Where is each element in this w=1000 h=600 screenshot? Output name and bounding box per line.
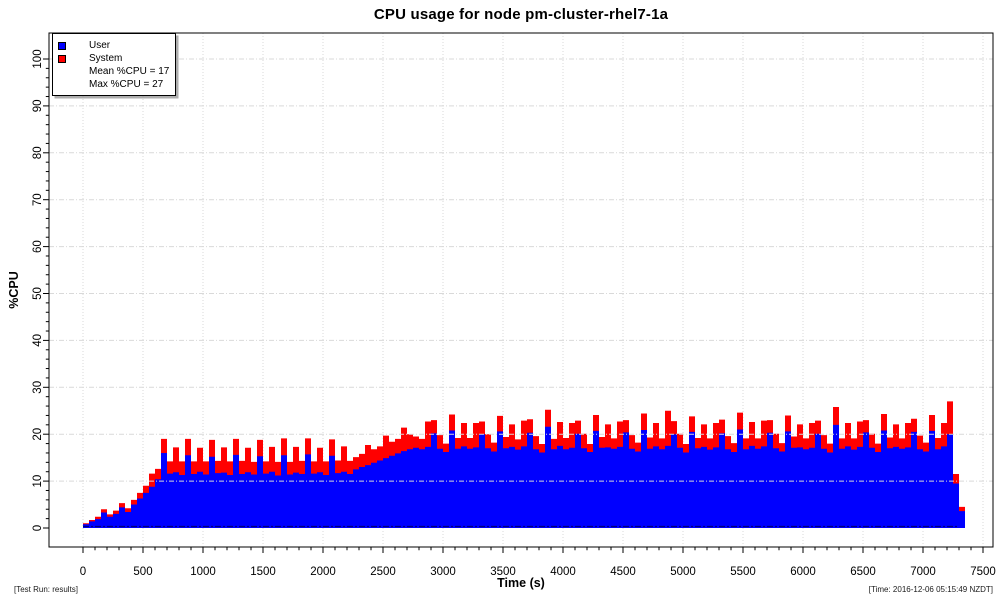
svg-text:4000: 4000: [550, 566, 576, 578]
horizontal-gridlines: [49, 58, 993, 482]
svg-text:2000: 2000: [310, 566, 336, 578]
system-swatch: [58, 54, 66, 63]
legend-system-label: System: [89, 53, 123, 64]
svg-text:100: 100: [32, 49, 44, 68]
x-axis-tick-labels: 0 500 1000 1500 2000 2500 3000 3500 4000 4500 5000…: [80, 566, 996, 578]
y-axis-tick-labels: 0 10 20 30 40 50 60 70 80 90 100: [32, 49, 44, 531]
y-axis-title: %CPU: [7, 271, 21, 309]
user-area: [83, 424, 965, 528]
svg-text:3000: 3000: [430, 566, 456, 578]
svg-text:5000: 5000: [670, 566, 696, 578]
user-swatch: [58, 41, 66, 50]
legend-user-label: User: [89, 40, 111, 51]
legend-max-label: Max %CPU = 27: [89, 79, 164, 90]
legend-row-mean: Mean %CPU = 17: [53, 65, 175, 78]
svg-text:2500: 2500: [370, 566, 396, 578]
svg-text:50: 50: [32, 287, 44, 300]
legend-mean-label: Mean %CPU = 17: [89, 66, 170, 77]
x-axis-title: Time (s): [497, 576, 545, 590]
legend-row-max: Max %CPU = 27: [53, 78, 175, 91]
y-axis-ticks: [43, 58, 49, 529]
svg-text:70: 70: [32, 193, 44, 206]
svg-text:1500: 1500: [250, 566, 276, 578]
svg-text:20: 20: [32, 428, 44, 441]
svg-text:30: 30: [32, 381, 44, 394]
svg-text:3500: 3500: [490, 566, 516, 578]
svg-text:10: 10: [32, 475, 44, 488]
svg-text:7000: 7000: [910, 566, 936, 578]
x-axis-ticks: [82, 547, 984, 553]
svg-text:7500: 7500: [970, 566, 996, 578]
svg-text:6000: 6000: [790, 566, 816, 578]
svg-text:60: 60: [32, 240, 44, 253]
chart-title: CPU usage for node pm-cluster-rhel7-1a: [373, 6, 669, 23]
svg-text:500: 500: [133, 566, 152, 578]
svg-text:40: 40: [32, 334, 44, 347]
svg-text:1000: 1000: [190, 566, 216, 578]
svg-text:90: 90: [32, 100, 44, 113]
timestamp-footer: [Time: 2016-12-06 05:15:49 NZDT]: [868, 585, 993, 594]
test-run-footer: [Test Run: results]: [14, 585, 79, 594]
svg-text:80: 80: [32, 146, 44, 159]
svg-text:0: 0: [80, 566, 86, 578]
svg-text:4500: 4500: [610, 566, 636, 578]
legend: User System Mean %CPU = 17 Max %CPU = 27: [52, 33, 176, 96]
legend-row-user: User: [53, 39, 175, 52]
svg-text:5500: 5500: [730, 566, 756, 578]
svg-text:6500: 6500: [850, 566, 876, 578]
svg-text:0: 0: [32, 525, 44, 531]
plot-border: [48, 32, 994, 548]
legend-row-system: System: [53, 52, 175, 65]
